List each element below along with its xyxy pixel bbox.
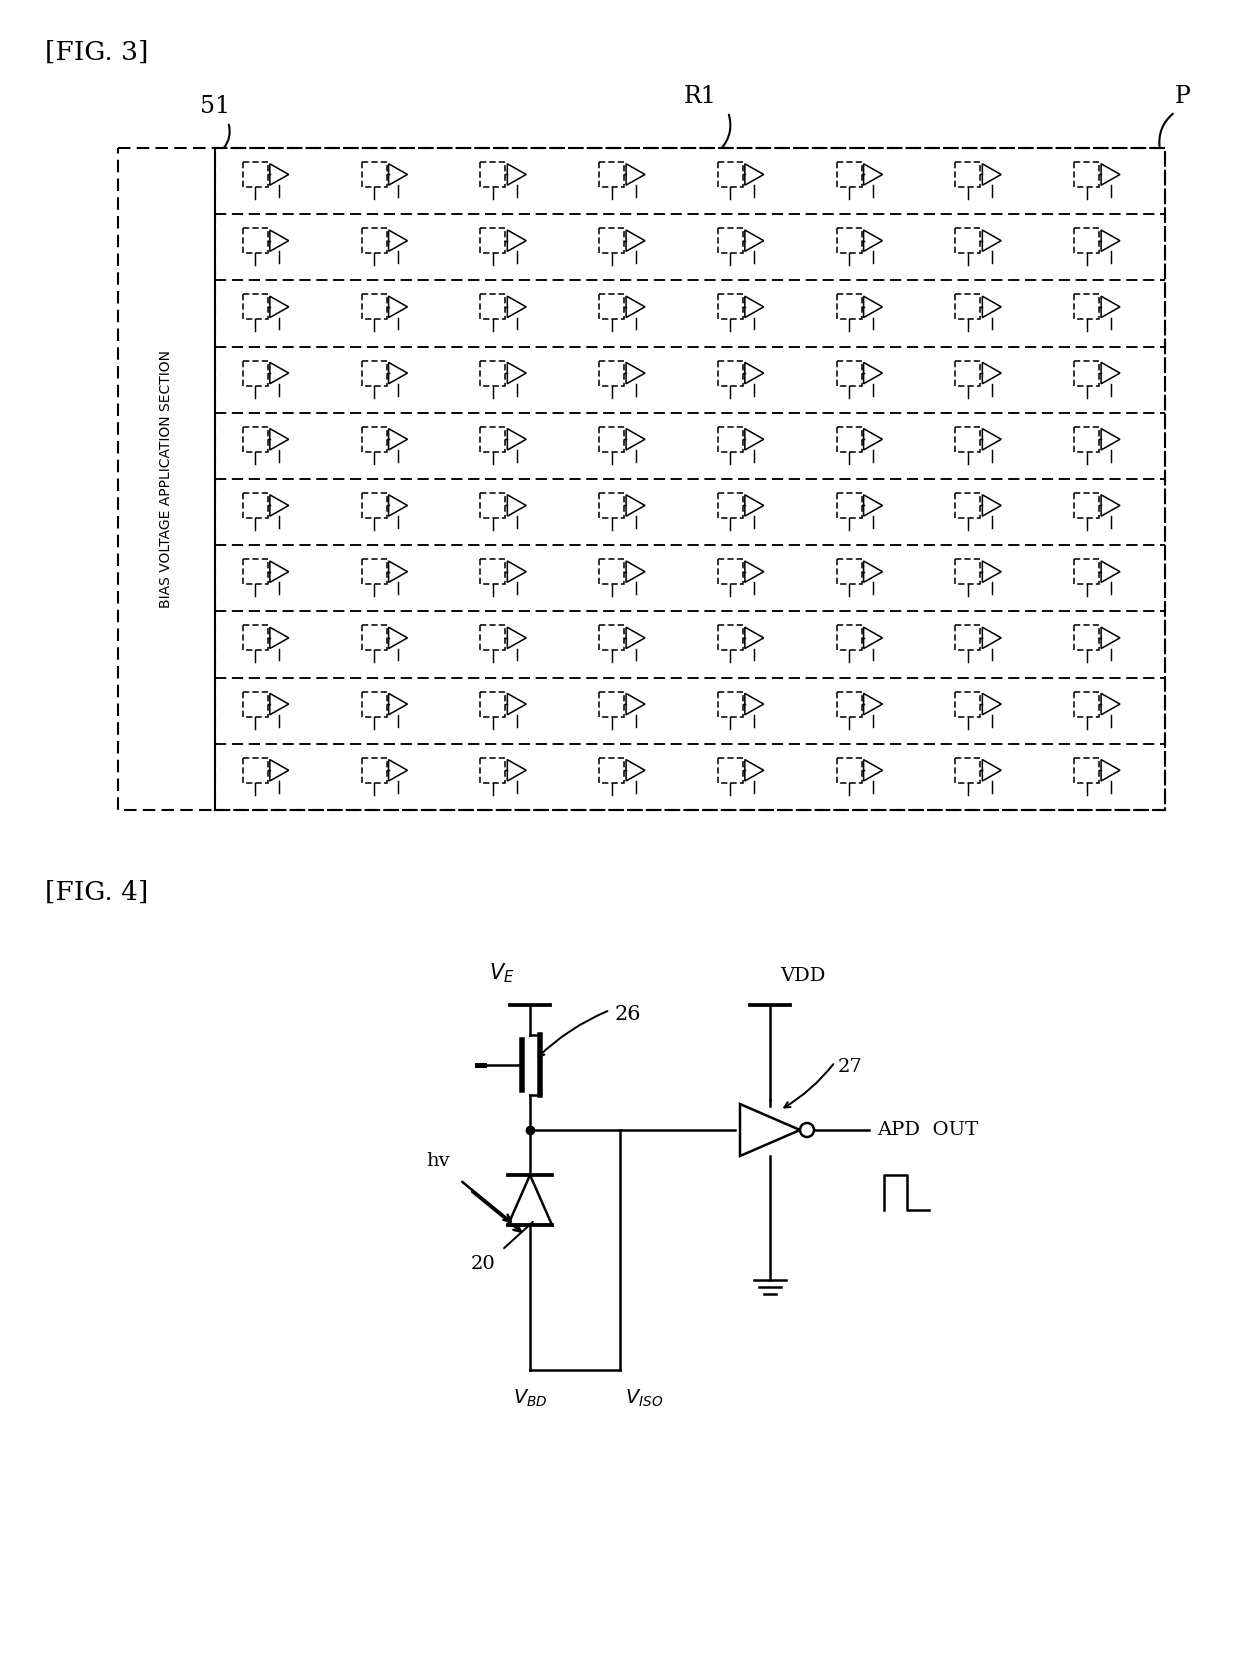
Bar <box>480 758 506 783</box>
Bar <box>1074 294 1099 319</box>
Bar <box>599 294 624 319</box>
Bar <box>243 691 268 716</box>
Bar <box>215 148 1166 809</box>
Text: 20: 20 <box>470 1255 495 1273</box>
Bar <box>1074 361 1099 386</box>
Bar <box>118 148 1166 809</box>
Bar <box>955 494 981 519</box>
Bar <box>955 625 981 650</box>
Bar <box>362 758 387 783</box>
Text: BIAS VOLTAGE APPLICATION SECTION: BIAS VOLTAGE APPLICATION SECTION <box>160 351 174 608</box>
Bar <box>837 161 862 188</box>
Bar <box>599 494 624 519</box>
Text: [FIG. 4]: [FIG. 4] <box>45 879 149 906</box>
Bar <box>480 558 506 585</box>
Bar <box>718 758 743 783</box>
Bar <box>837 228 862 253</box>
Bar <box>243 427 268 452</box>
Bar <box>1074 691 1099 716</box>
Bar <box>480 161 506 188</box>
Bar <box>480 294 506 319</box>
Bar <box>243 228 268 253</box>
Bar <box>718 361 743 386</box>
Text: P: P <box>1176 85 1190 108</box>
Bar <box>243 625 268 650</box>
Bar <box>837 758 862 783</box>
Bar <box>362 494 387 519</box>
Bar <box>955 228 981 253</box>
Bar <box>837 361 862 386</box>
Bar <box>955 161 981 188</box>
Bar <box>362 294 387 319</box>
Bar <box>480 228 506 253</box>
Bar <box>243 494 268 519</box>
Bar <box>1074 625 1099 650</box>
Bar <box>718 691 743 716</box>
Bar <box>1074 758 1099 783</box>
Bar <box>599 558 624 585</box>
Bar <box>837 625 862 650</box>
Text: 51: 51 <box>200 95 231 118</box>
Bar <box>243 758 268 783</box>
Bar <box>599 361 624 386</box>
Bar <box>362 361 387 386</box>
Bar <box>362 427 387 452</box>
Bar <box>243 558 268 585</box>
Bar <box>1074 161 1099 188</box>
Bar <box>243 161 268 188</box>
Bar <box>599 758 624 783</box>
Text: 27: 27 <box>838 1059 863 1075</box>
Bar <box>480 625 506 650</box>
Bar <box>1074 558 1099 585</box>
Bar <box>599 691 624 716</box>
Bar <box>599 625 624 650</box>
Text: $\mathit{V}_E$: $\mathit{V}_E$ <box>490 961 515 986</box>
Text: R1: R1 <box>683 85 717 108</box>
Bar <box>362 558 387 585</box>
Text: $V_{BD}$: $V_{BD}$ <box>512 1388 547 1409</box>
Bar <box>1074 427 1099 452</box>
Bar <box>1074 494 1099 519</box>
Bar <box>480 361 506 386</box>
Bar <box>718 427 743 452</box>
Bar <box>243 361 268 386</box>
Text: $V_{ISO}$: $V_{ISO}$ <box>625 1388 663 1409</box>
Bar <box>955 427 981 452</box>
Text: 26: 26 <box>615 1006 641 1024</box>
Bar <box>480 691 506 716</box>
Text: APD  OUT: APD OUT <box>877 1120 978 1138</box>
Bar <box>1074 228 1099 253</box>
Bar <box>362 161 387 188</box>
Text: VDD: VDD <box>780 967 826 986</box>
Text: hv: hv <box>427 1152 450 1170</box>
Bar <box>955 691 981 716</box>
Bar <box>480 494 506 519</box>
Bar <box>718 228 743 253</box>
Bar <box>480 427 506 452</box>
Bar <box>243 294 268 319</box>
Bar <box>837 558 862 585</box>
Bar <box>718 494 743 519</box>
Bar <box>955 558 981 585</box>
Text: [FIG. 3]: [FIG. 3] <box>45 40 149 65</box>
Bar <box>837 494 862 519</box>
Bar <box>837 294 862 319</box>
Bar <box>837 691 862 716</box>
Bar <box>599 228 624 253</box>
Bar <box>599 161 624 188</box>
Bar <box>718 625 743 650</box>
Bar <box>362 228 387 253</box>
Bar <box>718 558 743 585</box>
Bar <box>362 691 387 716</box>
Bar <box>837 427 862 452</box>
Bar <box>599 427 624 452</box>
Bar <box>718 294 743 319</box>
Bar <box>955 361 981 386</box>
Bar <box>718 161 743 188</box>
Bar <box>955 294 981 319</box>
Bar <box>362 625 387 650</box>
Bar <box>955 758 981 783</box>
